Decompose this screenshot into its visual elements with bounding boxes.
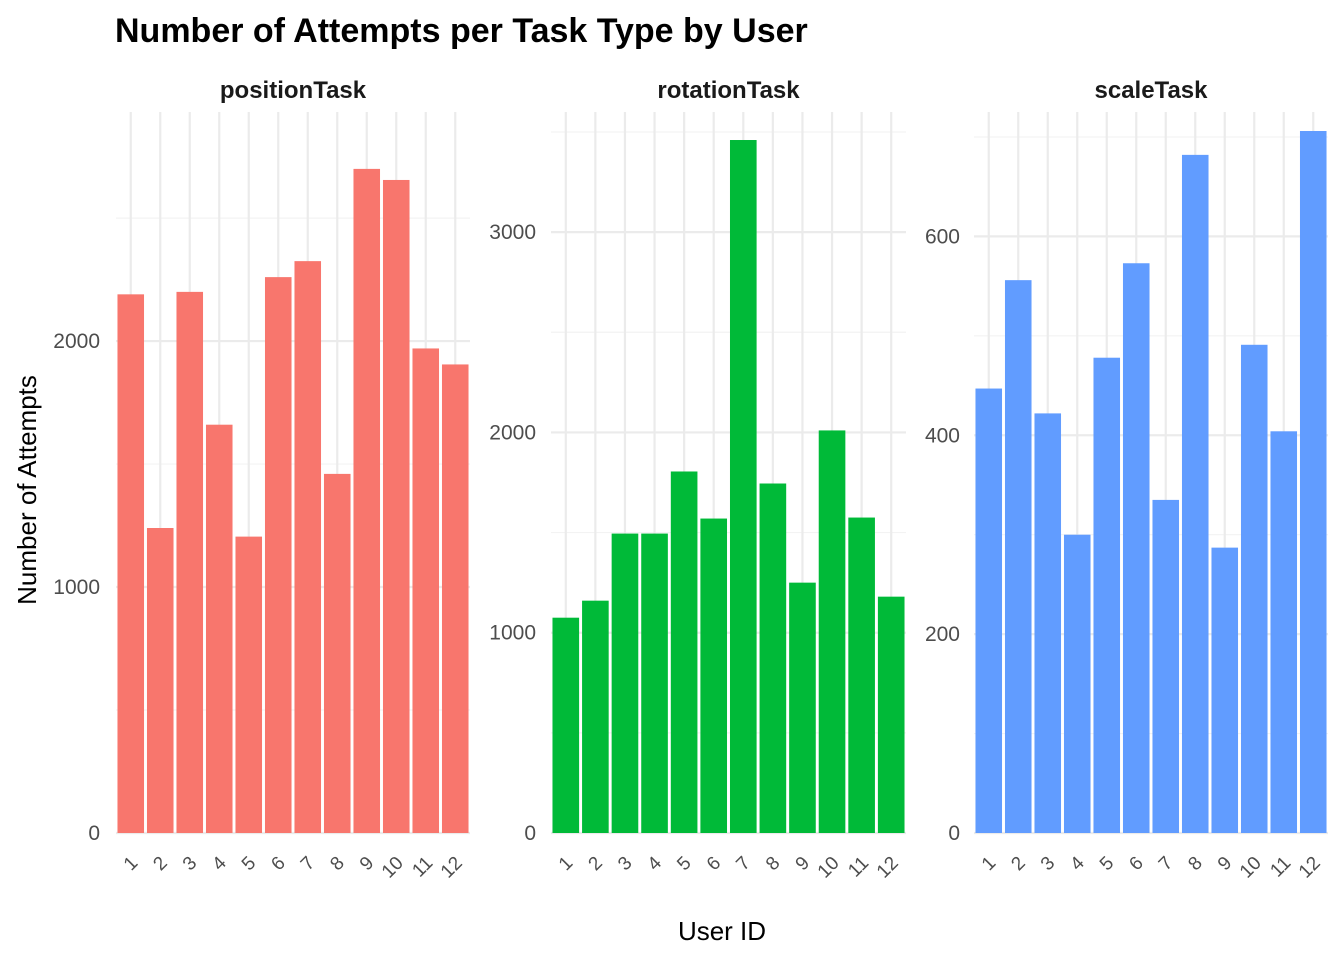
bar-positionTask-user-4 bbox=[205, 424, 233, 833]
bar-rotationTask-user-4 bbox=[641, 533, 668, 833]
x-tick-label: 12 bbox=[1295, 853, 1325, 883]
bar-positionTask-user-6 bbox=[264, 277, 292, 834]
bar-positionTask-user-7 bbox=[294, 261, 322, 833]
x-tick-label: 10 bbox=[1236, 853, 1266, 883]
x-tick-label: 6 bbox=[703, 853, 725, 875]
bar-positionTask-user-10 bbox=[382, 179, 410, 834]
bar-positionTask-user-11 bbox=[412, 348, 440, 833]
x-tick-label: 2 bbox=[149, 853, 171, 875]
bar-positionTask-user-9 bbox=[353, 168, 381, 834]
bar-rotationTask-user-9 bbox=[789, 582, 816, 833]
x-tick-label: 8 bbox=[326, 853, 348, 875]
bar-positionTask-user-2 bbox=[146, 528, 174, 833]
y-tick-label: 200 bbox=[925, 623, 960, 646]
bar-scaleTask-user-2 bbox=[1004, 280, 1032, 833]
bar-scaleTask-user-10 bbox=[1240, 344, 1268, 833]
bar-rotationTask-user-5 bbox=[670, 471, 698, 833]
x-tick-label: 10 bbox=[814, 853, 844, 883]
y-axis-title: Number of Attempts bbox=[12, 375, 42, 605]
x-tick-label: 7 bbox=[1155, 853, 1177, 875]
bar-rotationTask-user-7 bbox=[729, 140, 757, 834]
bar-rotationTask-user-1 bbox=[552, 617, 580, 833]
x-tick-label: 6 bbox=[267, 853, 289, 875]
y-tick-label: 400 bbox=[925, 424, 960, 447]
x-tick-label: 5 bbox=[673, 853, 695, 875]
x-tick-label: 9 bbox=[356, 853, 378, 875]
x-tick-label: 4 bbox=[208, 852, 231, 875]
bar-scaleTask-user-9 bbox=[1211, 547, 1239, 833]
x-tick-label: 3 bbox=[614, 853, 636, 875]
x-tick-label: 1 bbox=[978, 853, 1000, 875]
x-tick-label: 11 bbox=[408, 853, 437, 882]
bar-scaleTask-user-3 bbox=[1034, 413, 1062, 833]
x-tick-label: 8 bbox=[762, 853, 784, 875]
x-tick-label: 8 bbox=[1184, 853, 1206, 875]
bar-positionTask-user-3 bbox=[176, 291, 204, 833]
x-tick-label: 9 bbox=[1214, 853, 1236, 875]
x-tick-label: 6 bbox=[1125, 853, 1147, 875]
y-tick-label: 0 bbox=[524, 822, 536, 845]
x-tick-label: 2 bbox=[1007, 853, 1029, 875]
x-tick-label: 3 bbox=[1037, 853, 1059, 875]
x-tick-label: 7 bbox=[297, 853, 319, 875]
x-tick-label: 1 bbox=[120, 853, 142, 875]
bar-rotationTask-user-3 bbox=[611, 533, 639, 833]
y-tick-label: 600 bbox=[925, 225, 960, 248]
y-tick-label: 0 bbox=[88, 822, 100, 845]
x-tick-label: 2 bbox=[585, 853, 607, 875]
bar-scaleTask-user-5 bbox=[1093, 357, 1121, 833]
bar-scaleTask-user-6 bbox=[1122, 263, 1150, 833]
x-tick-label: 4 bbox=[644, 852, 667, 875]
bar-positionTask-user-1 bbox=[117, 294, 145, 833]
facet-strip-label: scaleTask bbox=[1095, 77, 1209, 104]
facet-strip-label: positionTask bbox=[220, 77, 367, 104]
facet-strip-label: rotationTask bbox=[657, 77, 800, 104]
bar-rotationTask-user-10 bbox=[818, 430, 846, 833]
x-tick-label: 12 bbox=[437, 853, 467, 883]
bar-scaleTask-user-8 bbox=[1181, 154, 1209, 833]
bar-scaleTask-user-4 bbox=[1063, 534, 1091, 833]
x-tick-label: 7 bbox=[732, 853, 754, 875]
bar-rotationTask-user-11 bbox=[848, 517, 875, 833]
bar-positionTask-user-8 bbox=[323, 473, 351, 833]
x-tick-label: 10 bbox=[378, 853, 408, 883]
x-tick-label: 5 bbox=[238, 853, 260, 875]
x-tick-label: 3 bbox=[179, 853, 201, 875]
bar-scaleTask-user-12 bbox=[1299, 131, 1327, 833]
bar-scaleTask-user-1 bbox=[975, 388, 1003, 833]
bar-rotationTask-user-2 bbox=[582, 600, 609, 833]
y-tick-label: 0 bbox=[948, 822, 960, 845]
y-tick-label: 2000 bbox=[489, 421, 536, 444]
x-tick-label: 12 bbox=[873, 853, 903, 883]
bar-scaleTask-user-11 bbox=[1270, 431, 1298, 833]
y-tick-label: 1000 bbox=[489, 622, 536, 645]
x-axis-title: User ID bbox=[678, 916, 766, 946]
bar-positionTask-user-5 bbox=[235, 536, 263, 833]
bar-scaleTask-user-7 bbox=[1152, 499, 1180, 833]
x-tick-label: 1 bbox=[555, 853, 577, 875]
bar-rotationTask-user-8 bbox=[759, 483, 787, 833]
bar-positionTask-user-12 bbox=[441, 364, 469, 833]
x-tick-label: 5 bbox=[1096, 853, 1118, 875]
bar-rotationTask-user-12 bbox=[877, 596, 905, 833]
y-tick-label: 2000 bbox=[53, 330, 100, 353]
x-tick-label: 11 bbox=[1266, 853, 1295, 882]
chart-title: Number of Attempts per Task Type by User bbox=[115, 12, 808, 50]
y-tick-label: 1000 bbox=[53, 576, 100, 599]
x-tick-label: 11 bbox=[844, 853, 873, 882]
x-tick-label: 4 bbox=[1066, 852, 1089, 875]
y-tick-label: 3000 bbox=[489, 221, 536, 244]
x-tick-label: 9 bbox=[792, 853, 814, 875]
bar-rotationTask-user-6 bbox=[700, 518, 728, 833]
